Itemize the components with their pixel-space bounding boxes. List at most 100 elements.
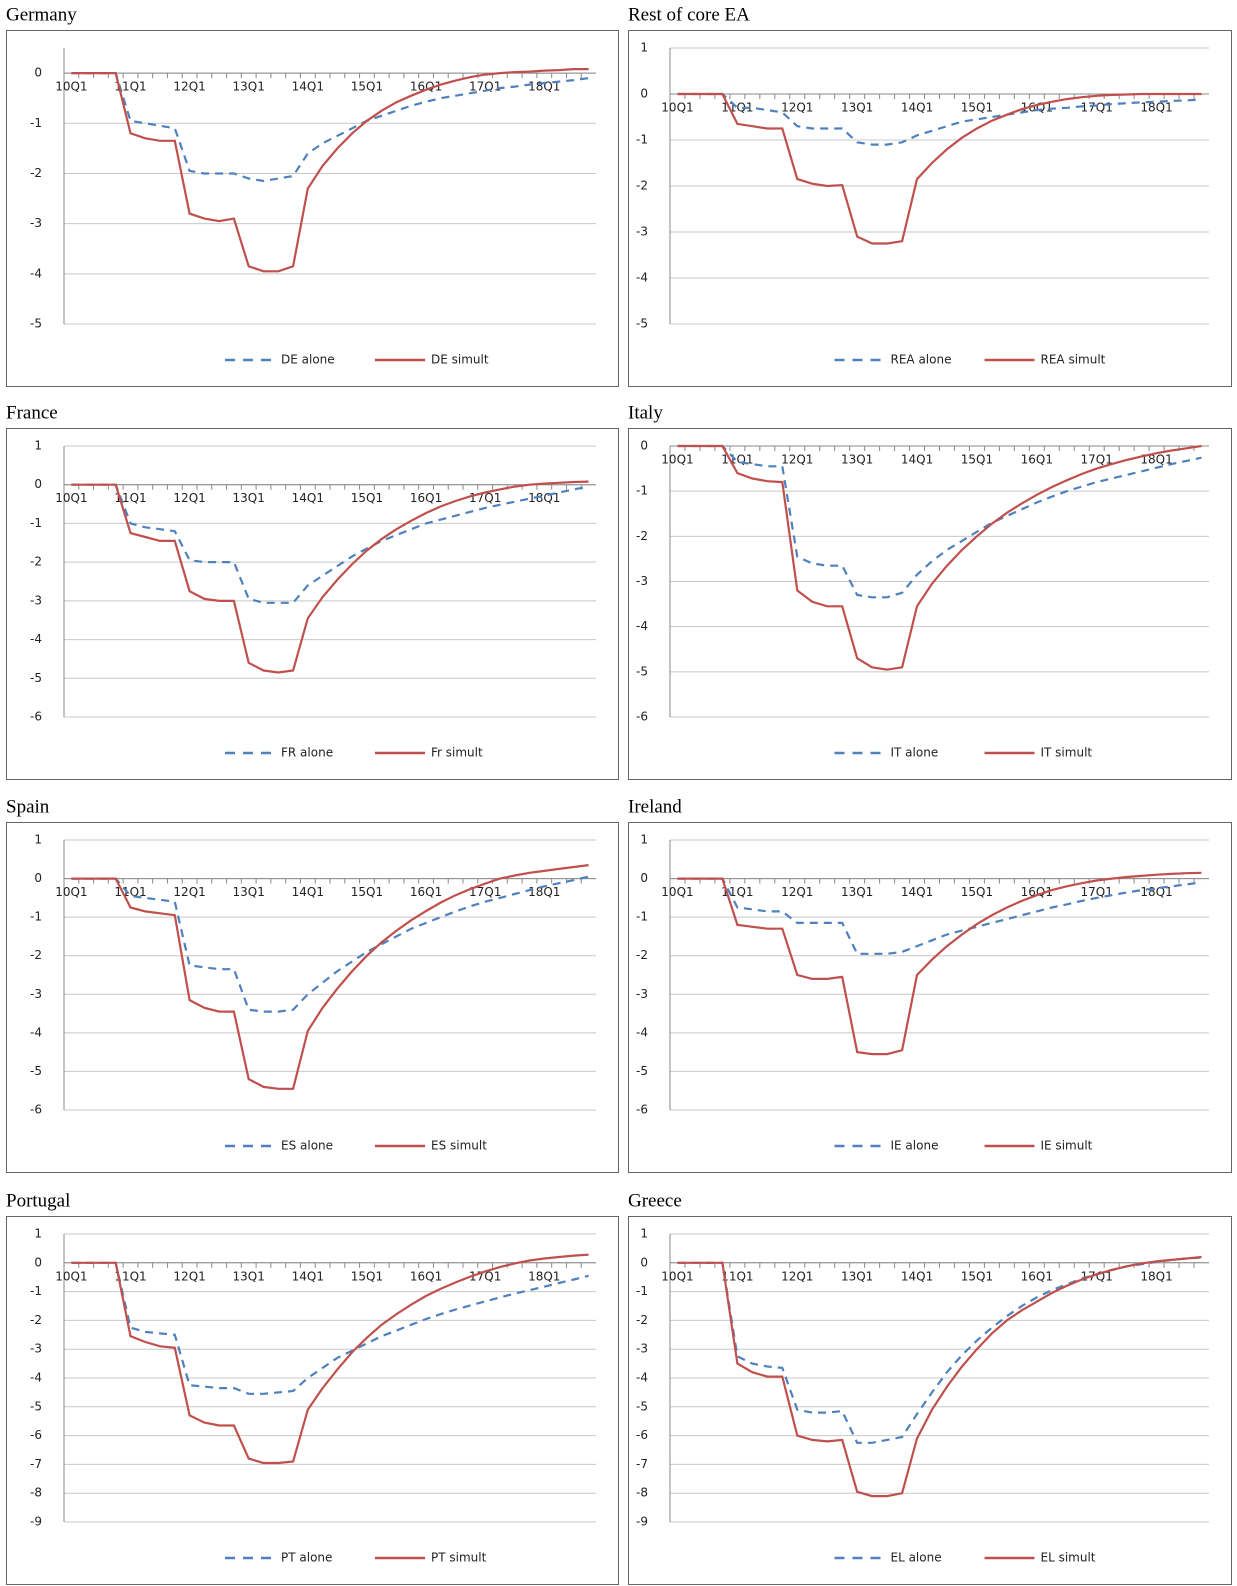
x-tick-label: 18Q1 [528,491,560,505]
y-tick-label: -6 [30,1103,42,1117]
legend-label: EL simult [1041,1551,1096,1565]
y-tick-label: 0 [640,87,648,101]
x-tick-label: 16Q1 [1021,1269,1053,1283]
x-tick-label: 18Q1 [528,1269,560,1283]
y-tick-label: -8 [636,1486,648,1500]
y-tick-label: -3 [30,593,42,607]
series-line [71,875,589,1013]
y-tick-label: -5 [30,1064,42,1078]
y-tick-label: -5 [636,1064,648,1078]
series-line [677,1256,1202,1444]
x-tick-label: 13Q1 [841,101,873,115]
y-tick-label: -1 [30,116,42,130]
series-line [71,68,589,273]
y-tick-label: -3 [30,987,42,1001]
y-tick-label: 1 [34,833,42,847]
chart-title: Rest of core EA [628,4,750,25]
chart-title: Germany [6,4,77,25]
legend-label: IE alone [891,1139,939,1153]
y-tick-label: -3 [636,574,648,588]
legend-label: ES simult [431,1139,487,1153]
x-tick-label: 11Q1 [721,885,753,899]
series-line [677,444,1202,671]
series-line [677,92,1202,146]
x-tick-label: 10Q1 [55,1269,87,1283]
series-line [677,871,1202,1056]
x-tick-label: 13Q1 [233,885,265,899]
y-tick-label: -2 [636,948,648,962]
y-tick-label: -4 [636,1025,648,1039]
x-tick-label: 13Q1 [233,491,265,505]
x-tick-label: 16Q1 [1021,885,1053,899]
y-tick-label: 0 [640,1255,648,1269]
x-tick-label: 12Q1 [173,491,205,505]
x-tick-label: 15Q1 [351,491,383,505]
y-tick-label: 1 [640,1227,648,1241]
x-tick-label: 16Q1 [1021,453,1053,467]
y-tick-label: -5 [636,317,648,331]
y-tick-label: 0 [34,66,42,80]
y-tick-label: -6 [636,710,648,724]
x-tick-label: 16Q1 [410,885,442,899]
y-tick-label: -2 [30,948,42,962]
x-tick-label: 16Q1 [410,491,442,505]
y-tick-label: -6 [30,1428,42,1442]
y-tick-label: -8 [30,1486,42,1500]
x-tick-label: 14Q1 [901,101,933,115]
x-tick-label: 15Q1 [961,101,993,115]
legend-label: REA simult [1041,353,1106,367]
x-tick-label: 18Q1 [1140,101,1172,115]
y-tick-label: -4 [30,266,42,280]
y-tick-label: 1 [34,1227,42,1241]
y-tick-label: -6 [636,1428,648,1442]
y-tick-label: -2 [636,1313,648,1327]
x-tick-label: 15Q1 [351,885,383,899]
x-tick-label: 14Q1 [292,80,324,94]
y-tick-label: -1 [636,484,648,498]
series-line [677,1255,1202,1498]
legend-label: DE simult [431,353,489,367]
series-line [677,92,1202,245]
chart-frame [6,428,619,780]
y-tick-label: -1 [636,1284,648,1298]
x-tick-label: 10Q1 [661,101,693,115]
x-tick-label: 17Q1 [469,885,501,899]
y-tick-label: 0 [34,1255,42,1269]
legend-label: REA alone [891,353,952,367]
y-tick-label: -1 [30,516,42,530]
chart-title: Greece [628,1190,682,1211]
x-tick-label: 11Q1 [721,1269,753,1283]
y-tick-label: -4 [30,1025,42,1039]
x-tick-label: 13Q1 [233,80,265,94]
y-tick-label: 0 [34,477,42,491]
chart-frame [6,1216,619,1585]
x-tick-label: 11Q1 [114,885,146,899]
legend-label: DE alone [281,353,335,367]
y-tick-label: -7 [30,1457,42,1471]
y-tick-label: 1 [34,439,42,453]
x-tick-label: 10Q1 [55,885,87,899]
y-tick-label: -3 [30,216,42,230]
y-tick-label: -2 [30,166,42,180]
series-line [71,72,589,183]
y-tick-label: -6 [636,1103,648,1117]
y-tick-label: -4 [30,1371,42,1385]
x-tick-label: 14Q1 [292,1269,324,1283]
x-tick-label: 14Q1 [292,491,324,505]
x-tick-label: 10Q1 [661,1269,693,1283]
chart-frame [6,30,619,387]
x-tick-label: 12Q1 [781,885,813,899]
y-tick-label: 0 [34,871,42,885]
chart-frame [628,822,1232,1173]
x-tick-label: 14Q1 [901,885,933,899]
legend-label: IE simult [1041,1139,1093,1153]
y-tick-label: -5 [30,317,42,331]
x-tick-label: 11Q1 [114,80,146,94]
legend-label: IT simult [1041,746,1093,760]
x-tick-label: 11Q1 [114,1269,146,1283]
x-tick-label: 14Q1 [901,453,933,467]
y-tick-label: -1 [30,910,42,924]
y-tick-label: -2 [636,179,648,193]
x-tick-label: 18Q1 [1140,1269,1172,1283]
